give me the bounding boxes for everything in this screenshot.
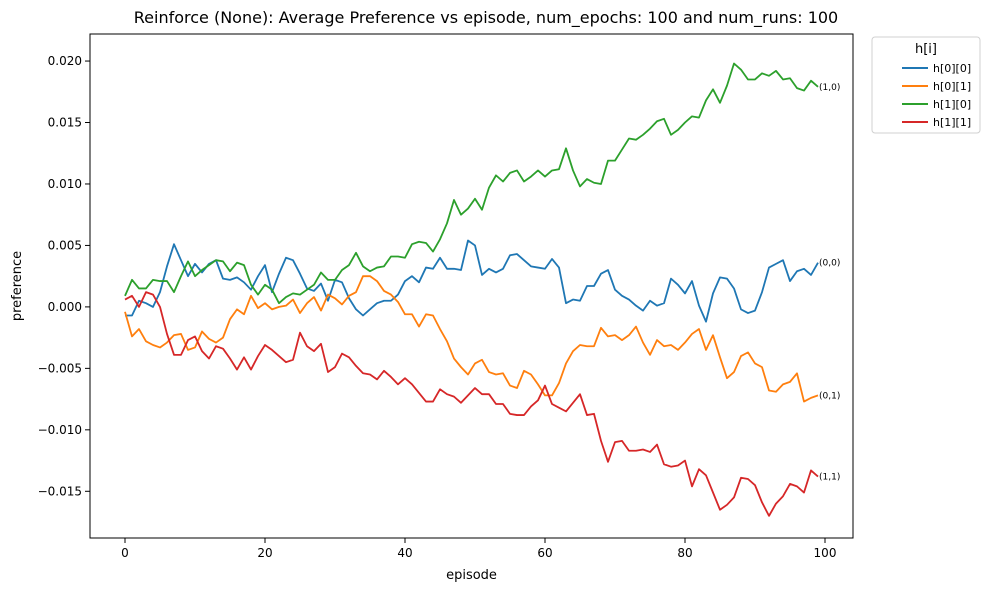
x-tick-label: 40: [397, 546, 412, 560]
x-tick-label: 100: [814, 546, 837, 560]
x-axis: 0 20 40 60 80 100: [121, 538, 836, 560]
x-axis-label: episode: [446, 568, 497, 583]
y-axis-label: preference: [10, 251, 25, 321]
x-tick-label: 20: [257, 546, 272, 560]
series-end-label: (1,0): [819, 83, 840, 93]
y-tick-label: −0.010: [38, 423, 82, 437]
legend-title: h[i]: [915, 42, 937, 57]
end-label-layer: (0,0) (0,1) (1,0) (1,1): [819, 83, 840, 483]
x-tick-label: 60: [537, 546, 552, 560]
series-end-label: (1,1): [819, 473, 840, 483]
legend: h[i] h[0][0] h[0][1] h[1][0] h[1][1]: [871, 36, 981, 134]
legend-items: h[0][0] h[0][1] h[1][0] h[1][1]: [902, 62, 971, 129]
legend-entry-label: h[1][0]: [933, 98, 971, 111]
y-tick-label: 0.015: [48, 116, 82, 130]
legend-entry-label: h[0][0]: [933, 62, 971, 75]
y-tick-label: 0.010: [48, 177, 82, 191]
y-tick-label: 0.000: [48, 300, 82, 314]
y-tick-label: 0.005: [48, 238, 82, 252]
y-tick-label: −0.015: [38, 484, 82, 498]
plot-frame: [89, 33, 854, 539]
series-line-h-0-1: [124, 275, 819, 403]
legend-entry-label: h[0][1]: [933, 80, 971, 93]
series-end-label: (0,1): [819, 391, 840, 401]
x-tick-label: 80: [677, 546, 692, 560]
series-layer: [124, 62, 819, 517]
y-axis: −0.015 −0.010 −0.005 0.000 0.005 0.010 0.015 0.…: [38, 54, 90, 498]
series-end-label: (0,0): [819, 259, 840, 269]
series-line-h-1-1: [124, 291, 819, 517]
x-tick-label: 0: [121, 546, 129, 560]
y-tick-label: −0.005: [38, 361, 82, 375]
chart-title: Reinforce (None): Average Preference vs …: [134, 8, 838, 28]
y-tick-label: 0.020: [48, 54, 82, 68]
legend-entry-label: h[1][1]: [933, 116, 971, 129]
series-line-h-1-0: [124, 62, 819, 305]
series-line-h-0-0: [125, 239, 819, 323]
